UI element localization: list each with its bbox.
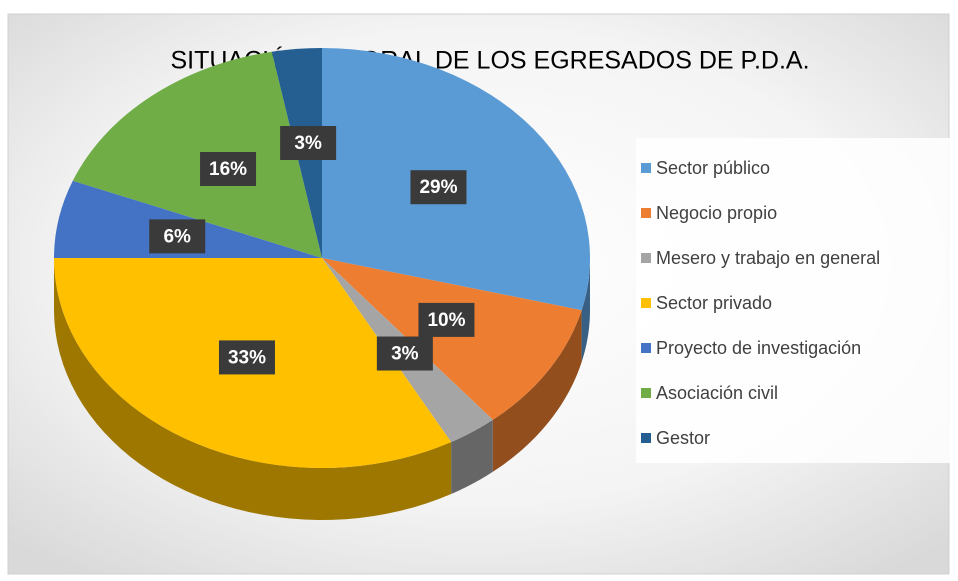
data-label-box xyxy=(200,152,257,187)
data-label-box xyxy=(149,219,206,254)
data-label-box xyxy=(376,336,433,371)
pie-side xyxy=(54,258,452,520)
pie-side xyxy=(581,258,590,363)
legend-swatch xyxy=(641,253,651,263)
legend-swatch xyxy=(641,433,651,443)
data-label: 3% xyxy=(294,133,322,154)
legend-label: Negocio propio xyxy=(656,203,777,223)
legend-swatch xyxy=(641,343,651,353)
data-label: 29% xyxy=(419,177,457,198)
legend-swatch xyxy=(641,388,651,398)
legend-label: Asociación civil xyxy=(656,383,778,403)
legend-swatch xyxy=(641,208,651,218)
legend-label: Mesero y trabajo en general xyxy=(656,248,880,268)
data-label-box xyxy=(418,302,475,337)
legend-swatch xyxy=(641,298,651,308)
data-label: 6% xyxy=(163,226,191,247)
legend-label: Gestor xyxy=(656,428,710,448)
data-label-box xyxy=(280,126,337,161)
data-label: 16% xyxy=(209,159,247,180)
pie-slice xyxy=(72,51,322,258)
legend-swatch xyxy=(641,163,651,173)
pie-side xyxy=(492,310,582,472)
data-label-box xyxy=(410,170,467,205)
legend-label: Sector público xyxy=(656,158,770,178)
pie-side xyxy=(451,419,493,495)
legend-box xyxy=(636,138,952,463)
legend-label: Sector privado xyxy=(656,293,772,313)
legend-label: Proyecto de investigación xyxy=(656,338,861,358)
data-label-box xyxy=(218,340,275,375)
data-label: 3% xyxy=(391,344,419,365)
data-label: 33% xyxy=(228,347,266,368)
data-label: 10% xyxy=(427,310,465,331)
pie-slice xyxy=(322,258,582,420)
pie-slice xyxy=(54,180,322,258)
